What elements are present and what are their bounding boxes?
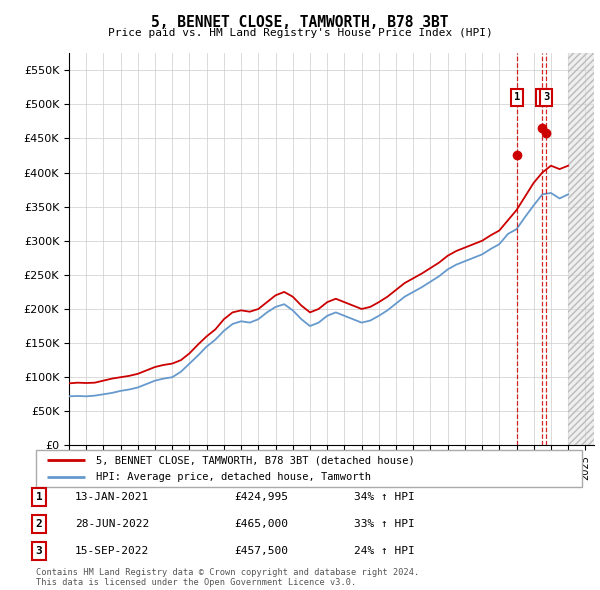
Text: 2: 2 xyxy=(539,93,545,103)
Text: Price paid vs. HM Land Registry's House Price Index (HPI): Price paid vs. HM Land Registry's House … xyxy=(107,28,493,38)
Text: £424,995: £424,995 xyxy=(234,492,288,502)
Text: 28-JUN-2022: 28-JUN-2022 xyxy=(75,519,149,529)
Text: 34% ↑ HPI: 34% ↑ HPI xyxy=(354,492,415,502)
FancyBboxPatch shape xyxy=(36,450,582,487)
Text: Contains HM Land Registry data © Crown copyright and database right 2024.: Contains HM Land Registry data © Crown c… xyxy=(36,568,419,577)
Text: £457,500: £457,500 xyxy=(234,546,288,556)
Text: 2: 2 xyxy=(35,519,43,529)
Text: 1: 1 xyxy=(35,492,43,502)
Text: £465,000: £465,000 xyxy=(234,519,288,529)
Text: 1: 1 xyxy=(514,93,520,103)
Text: 24% ↑ HPI: 24% ↑ HPI xyxy=(354,546,415,556)
Bar xyxy=(568,53,594,445)
Text: HPI: Average price, detached house, Tamworth: HPI: Average price, detached house, Tamw… xyxy=(96,472,371,482)
Text: 5, BENNET CLOSE, TAMWORTH, B78 3BT: 5, BENNET CLOSE, TAMWORTH, B78 3BT xyxy=(151,15,449,30)
Text: This data is licensed under the Open Government Licence v3.0.: This data is licensed under the Open Gov… xyxy=(36,578,356,587)
Bar xyxy=(568,53,594,445)
Text: 3: 3 xyxy=(543,93,549,103)
Text: 5, BENNET CLOSE, TAMWORTH, B78 3BT (detached house): 5, BENNET CLOSE, TAMWORTH, B78 3BT (deta… xyxy=(96,455,415,466)
Text: 3: 3 xyxy=(35,546,43,556)
Text: 15-SEP-2022: 15-SEP-2022 xyxy=(75,546,149,556)
Text: 13-JAN-2021: 13-JAN-2021 xyxy=(75,492,149,502)
Text: 33% ↑ HPI: 33% ↑ HPI xyxy=(354,519,415,529)
